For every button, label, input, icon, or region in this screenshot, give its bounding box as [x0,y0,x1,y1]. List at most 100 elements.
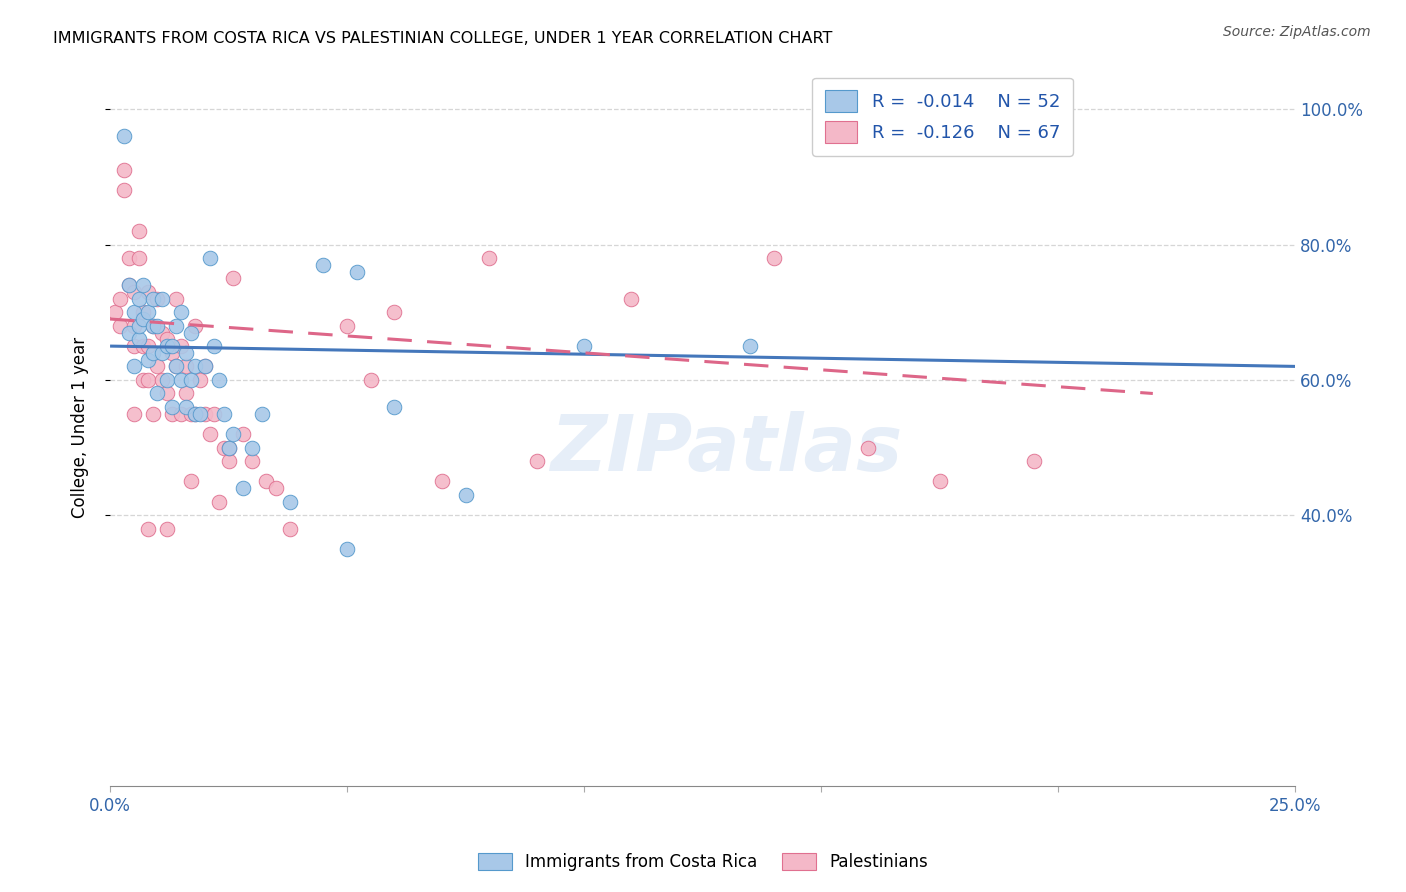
Point [112,129,135,144]
Point [150,373,173,387]
Point [136,373,159,387]
Point [264,481,287,495]
Point [142,318,165,333]
Point [174,346,197,360]
Point [278,495,301,509]
Point [142,292,165,306]
Legend: Immigrants from Costa Rica, Palestinians: Immigrants from Costa Rica, Palestinians [470,845,936,880]
Point [174,400,197,414]
Point [122,359,145,374]
Point [165,292,187,306]
Point [108,318,131,333]
Point [256,475,278,489]
Point [928,475,950,489]
Point [112,163,135,178]
Point [128,332,150,346]
Point [180,373,202,387]
Point [240,454,263,468]
Point [188,373,211,387]
Point [150,346,173,360]
Point [132,278,155,293]
Point [184,359,207,374]
Point [160,339,183,353]
Point [128,251,150,265]
Point [112,183,135,197]
Point [170,305,193,319]
Point [142,407,165,421]
Text: ZIPatlas: ZIPatlas [550,411,903,487]
Point [136,352,159,367]
Point [122,339,145,353]
Point [118,278,141,293]
Point [142,318,165,333]
Point [384,305,406,319]
Point [118,251,141,265]
Point [156,332,179,346]
Point [146,359,169,374]
Point [278,522,301,536]
Point [180,326,202,340]
Point [146,318,169,333]
Point [430,475,453,489]
Point [128,318,150,333]
Y-axis label: College, Under 1 year: College, Under 1 year [72,337,89,518]
Point [184,318,207,333]
Point [194,359,217,374]
Point [194,359,217,374]
Point [360,373,382,387]
Point [202,339,225,353]
Point [620,292,643,306]
Point [150,292,173,306]
Point [122,285,145,299]
Text: IMMIGRANTS FROM COSTA RICA VS PALESTINIAN COLLEGE, UNDER 1 YEAR CORRELATION CHAR: IMMIGRANTS FROM COSTA RICA VS PALESTINIA… [53,31,832,46]
Point [454,488,477,502]
Point [174,359,197,374]
Point [160,346,183,360]
Point [198,251,221,265]
Point [232,427,254,442]
Text: Source: ZipAtlas.com: Source: ZipAtlas.com [1223,25,1371,39]
Point [240,441,263,455]
Point [346,265,368,279]
Point [218,454,240,468]
Point [222,427,245,442]
Point [136,522,159,536]
Point [180,407,202,421]
Point [156,386,179,401]
Point [232,481,254,495]
Point [136,285,159,299]
Point [128,292,150,306]
Point [165,359,187,374]
Point [156,522,179,536]
Point [122,318,145,333]
Point [160,400,183,414]
Point [122,407,145,421]
Point [156,373,179,387]
Point [208,373,231,387]
Point [174,386,197,401]
Point [104,305,127,319]
Point [858,441,880,455]
Point [184,407,207,421]
Point [738,339,761,353]
Point [146,386,169,401]
Point [478,251,501,265]
Point [184,407,207,421]
Point [762,251,785,265]
Point [132,339,155,353]
Point [202,407,225,421]
Point [218,441,240,455]
Point [170,339,193,353]
Point [212,441,235,455]
Point [160,407,183,421]
Point [150,326,173,340]
Point [165,318,187,333]
Point [170,407,193,421]
Point [250,407,273,421]
Point [156,339,179,353]
Point [146,292,169,306]
Point [118,326,141,340]
Point [222,271,245,285]
Point [108,292,131,306]
Point [132,305,155,319]
